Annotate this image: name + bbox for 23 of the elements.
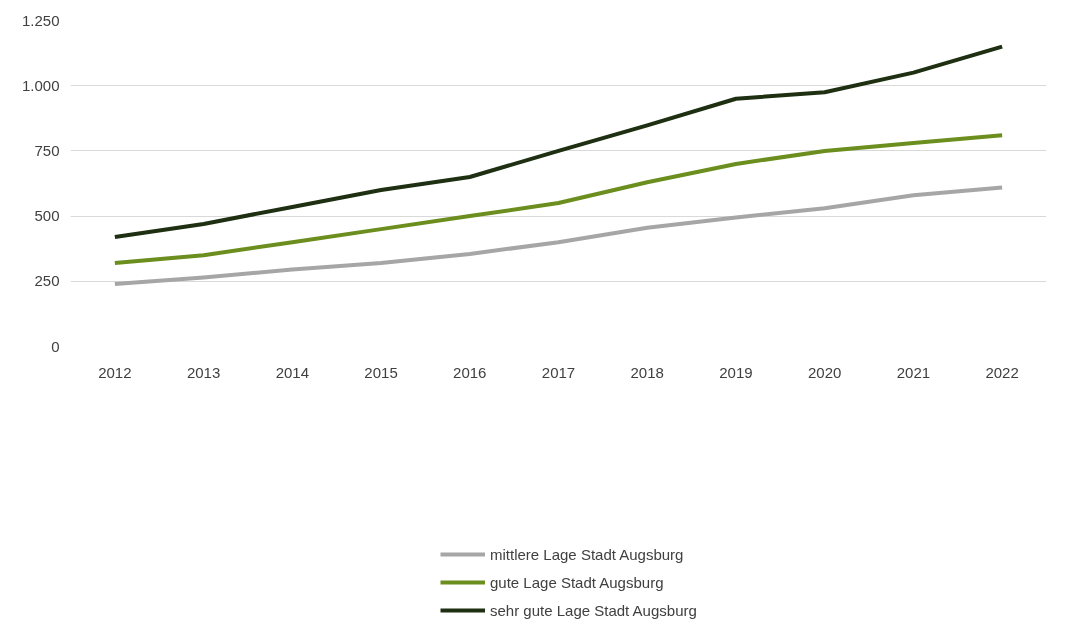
x-tick-label: 2018: [630, 363, 664, 381]
line-series: [112, 133, 1005, 266]
y-tick-label: 1.000: [21, 76, 60, 94]
y-tick-label: 500: [34, 207, 60, 225]
line-series: [112, 185, 1005, 286]
x-tick-label: 2019: [719, 363, 753, 381]
legend-label: sehr gute Lage Stadt Augsburg: [490, 601, 697, 619]
y-tick-label: 0: [51, 337, 60, 355]
x-tick-label: 2020: [808, 363, 842, 381]
x-tick-label: 2022: [985, 363, 1019, 381]
x-tick-label: 2021: [896, 363, 931, 381]
x-tick-label: 2017: [541, 363, 576, 381]
y-tick-label: 750: [34, 141, 60, 159]
legend-label: gute Lage Stadt Augsburg: [490, 573, 664, 591]
y-tick-label: 250: [34, 272, 60, 290]
x-tick-label: 2015: [364, 363, 398, 381]
y-tick-label: 1.250: [21, 11, 60, 29]
x-tick-label: 2013: [186, 363, 221, 381]
x-tick-label: 2014: [275, 363, 310, 381]
x-tick-label: 2016: [453, 363, 487, 381]
line-series: [112, 44, 1005, 239]
x-tick-label: 2012: [98, 363, 132, 381]
legend-label: mittlere Lage Stadt Augsburg: [490, 545, 684, 563]
